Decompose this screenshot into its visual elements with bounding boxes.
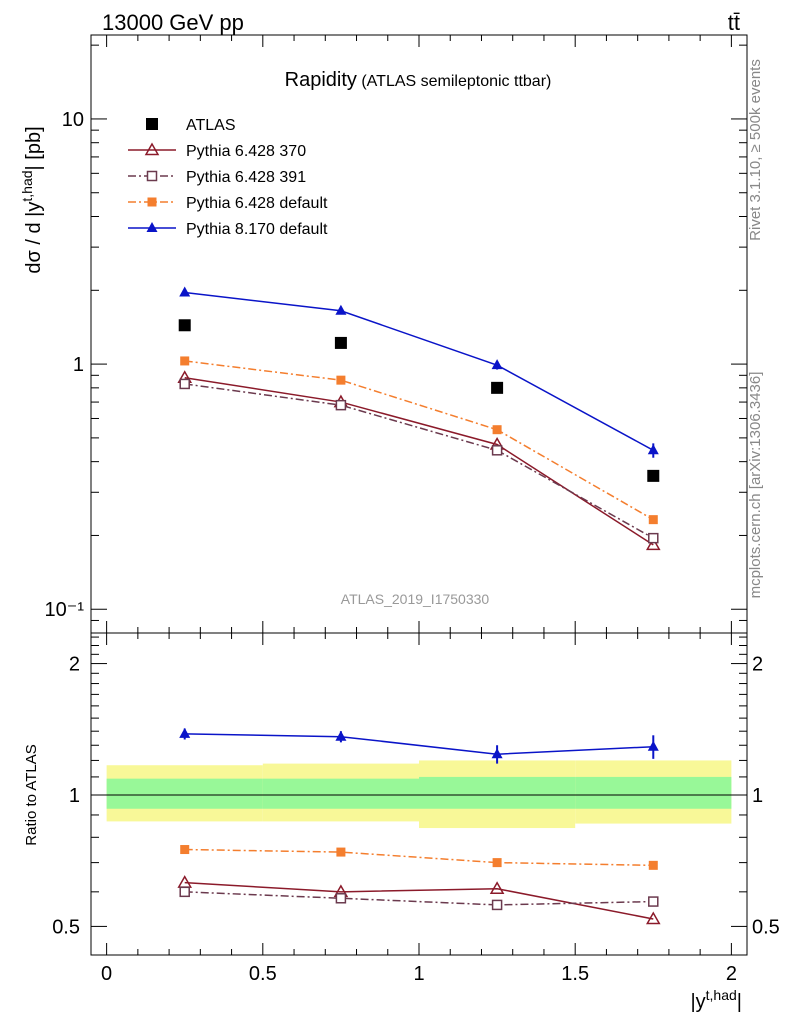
legend-marker [146, 170, 158, 182]
series-line [184, 360, 654, 521]
legend-label: Pythia 8.170 default [186, 221, 328, 238]
series-line [184, 376, 654, 546]
ratio-point [179, 886, 190, 898]
ratio-series-pythia-6-428-default [180, 845, 658, 870]
ratio-point [180, 845, 190, 855]
legend-item-atlas: ATLAS [146, 117, 236, 134]
data-point [491, 359, 503, 370]
ratio-line [184, 733, 654, 755]
legend-item-pythia-6-428-370: Pythia 6.428 370 [128, 142, 306, 160]
y-tick-label: 0.5 [52, 916, 80, 938]
y-tick-label-right: 1 [752, 785, 763, 807]
band-inner-0 [106, 778, 263, 809]
legend-label: Pythia 6.428 default [186, 195, 328, 212]
data-point [334, 336, 347, 349]
ratio-point [336, 847, 346, 857]
data-point [491, 381, 504, 394]
legend-item-pythia-8-170-default: Pythia 8.170 default [128, 221, 328, 238]
chart-title: Rapidity (ATLAS semileptonic ttbar) [285, 69, 552, 91]
x-tick-label: 1 [413, 963, 424, 985]
series-pythia-8-170-default [179, 286, 659, 458]
y-tick-label-right: 2 [752, 654, 763, 676]
data-point [335, 399, 347, 411]
data-point [645, 537, 661, 551]
rivet-label: Rivet 3.1.10, ≥ 500k events [747, 59, 764, 241]
ratio-panel: 0 0.5 1 1.5 2 2 2 1 1 0.5 0.5 [52, 632, 780, 985]
y-tick-label: 2 [69, 654, 80, 676]
data-point [492, 425, 502, 435]
main-ylabel: dσ / d |yt,had| [pb] [19, 126, 45, 273]
data-point [647, 469, 660, 482]
ratio-point [335, 893, 347, 904]
process-label: tt̄ [728, 10, 740, 35]
series-line [184, 383, 654, 539]
data-point [179, 286, 191, 297]
ratio-series-pythia-6-428-391 [179, 886, 659, 911]
y-tick-label: 1 [73, 354, 84, 376]
legend-label: Pythia 6.428 391 [186, 169, 306, 186]
series-atlas [178, 319, 660, 482]
ratio-point [177, 875, 193, 888]
legend-marker [147, 197, 157, 207]
ratio-point [492, 858, 502, 868]
data-point [336, 375, 346, 385]
y-tick-label: 10 [62, 109, 84, 131]
band-inner-1 [262, 778, 419, 809]
band-inner-3 [575, 776, 732, 809]
watermark: ATLAS_2019_I1750330 [341, 591, 490, 607]
data-point [648, 532, 659, 544]
ratio-point [647, 740, 659, 751]
ratio-point [645, 911, 661, 925]
ratio-series-pythia-8-170-default [179, 727, 659, 764]
mcplots-label: mcplots.cern.ch [arXiv:1306.3436] [747, 372, 764, 599]
band-inner-2 [419, 776, 576, 809]
legend: ATLAS Pythia 6.428 370 Pythia 6.428 391 Pyt… [128, 117, 328, 238]
ratio-point [491, 748, 503, 759]
y-tick-label-right: 0.5 [752, 916, 780, 938]
x-tick-label: 0.5 [249, 963, 277, 985]
x-tick-label: 2 [726, 963, 737, 985]
ratio-point [335, 730, 347, 741]
data-point [179, 378, 190, 390]
ratio-ylabel: Ratio to ATLAS [23, 744, 40, 845]
legend-item-pythia-6-428-391: Pythia 6.428 391 [128, 169, 306, 186]
legend-label: Pythia 6.428 370 [186, 143, 306, 160]
data-point [335, 304, 347, 315]
data-point [180, 356, 190, 366]
ratio-series-pythia-6-428-370 [177, 875, 661, 925]
y-tick-label: 10⁻¹ [45, 599, 85, 621]
ratio-point [489, 881, 505, 894]
ratio-point [491, 899, 503, 911]
data-point [648, 515, 658, 525]
series-pythia-6-428-default [180, 356, 658, 525]
collision-label: 13000 GeV pp [102, 10, 244, 35]
series-pythia-6-428-370 [177, 370, 661, 551]
x-tick-label: 1.5 [561, 963, 589, 985]
data-point [647, 444, 659, 455]
y-tick-label: 1 [69, 785, 80, 807]
ratio-point [648, 860, 658, 870]
ratio-line [184, 891, 654, 906]
series-pythia-6-428-391 [179, 378, 659, 544]
main-panel: 10 1 10⁻¹ Rapidity (ATLAS semileptonic ttba… [45, 34, 748, 634]
data-point [178, 319, 191, 332]
ratio-point [648, 896, 659, 907]
ratio-line [184, 848, 654, 867]
ratio-point [179, 727, 191, 738]
xlabel: |yt,had| [690, 987, 742, 1013]
legend-label: ATLAS [186, 117, 236, 134]
legend-item-pythia-6-428-default: Pythia 6.428 default [128, 195, 328, 212]
data-point [491, 445, 503, 456]
legend-marker [146, 118, 158, 130]
series-line [184, 291, 654, 451]
ratio-line [184, 881, 654, 920]
x-tick-label: 0 [101, 963, 112, 985]
legend-marker [146, 222, 158, 232]
legend-marker [144, 142, 160, 156]
